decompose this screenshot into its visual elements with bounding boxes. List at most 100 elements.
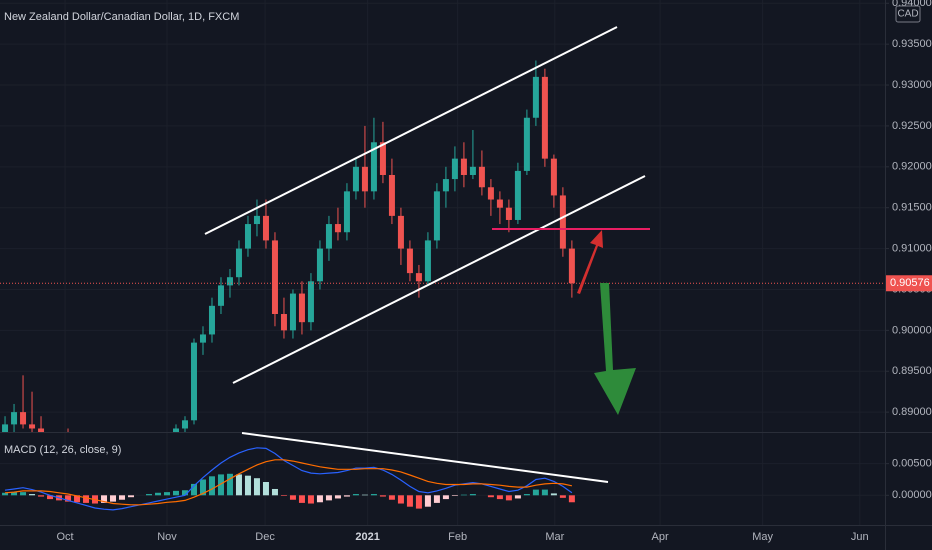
histogram-bar: [361, 494, 368, 496]
histogram-bar: [217, 474, 224, 496]
histogram-bar: [406, 495, 413, 507]
candle-body: [532, 76, 539, 118]
histogram-bar: [469, 494, 476, 496]
histogram-bar: [289, 495, 296, 500]
candle-body: [559, 195, 566, 249]
histogram-bar: [388, 495, 395, 500]
histogram-bar: [2, 492, 9, 496]
candle-body: [343, 191, 350, 233]
histogram-bar: [496, 495, 503, 500]
histogram-bar: [262, 482, 269, 496]
histogram-bar: [11, 492, 18, 496]
x-tick-label: Dec: [255, 531, 275, 543]
x-tick-label: Jun: [851, 531, 869, 543]
last-price-box: [886, 275, 932, 292]
histogram-bar: [172, 490, 179, 496]
x-tick-label: 2021: [355, 531, 379, 543]
histogram-bar: [532, 489, 539, 496]
candle-body: [172, 428, 179, 432]
y-tick-label: 0.92500: [892, 120, 932, 132]
histogram-bar: [110, 495, 117, 502]
histogram-bar: [190, 483, 197, 496]
x-tick-label: Feb: [448, 531, 467, 543]
candle-body: [415, 273, 422, 282]
y-tick-label: 0.91000: [892, 242, 932, 254]
channel-lower: [232, 175, 646, 384]
histogram-bar: [280, 495, 287, 496]
candle-body: [478, 166, 485, 188]
price-pane: [0, 60, 885, 432]
histogram-bar: [541, 489, 548, 496]
histogram-bar: [451, 495, 458, 496]
histogram-bar: [559, 495, 566, 498]
candle-body: [370, 142, 377, 192]
candle-body: [226, 277, 233, 286]
histogram-bar: [20, 492, 27, 496]
y-tick-label: 0.00500: [892, 458, 932, 470]
histogram-bar: [298, 495, 305, 503]
candle-body: [514, 170, 521, 220]
candle-body: [217, 285, 224, 306]
histogram-bar: [370, 494, 377, 496]
histogram-bar: [235, 474, 242, 496]
histogram-bar: [343, 495, 350, 497]
candle-body: [280, 314, 287, 331]
histogram-bar: [208, 476, 215, 496]
y-tick-label: 0.90000: [892, 324, 932, 336]
candle-body: [29, 424, 36, 429]
candle-body: [208, 305, 215, 335]
histogram-bar: [316, 495, 323, 503]
histogram-bar: [379, 495, 386, 497]
histogram-bar: [101, 495, 108, 503]
histogram-bar: [253, 478, 260, 496]
candle-body: [460, 158, 467, 175]
candle-body: [550, 158, 557, 196]
y-tick-label: 0.91500: [892, 202, 932, 214]
candle-body: [289, 293, 296, 331]
histogram-bar: [38, 495, 45, 497]
candle-body: [361, 166, 368, 192]
histogram-bar: [460, 494, 467, 496]
histogram-bar: [74, 495, 81, 503]
histogram-bar: [325, 495, 332, 501]
candle-body: [487, 187, 494, 200]
candle-body: [334, 224, 341, 233]
candle-body: [451, 158, 458, 180]
y-tick-label: 0.00000: [892, 489, 932, 501]
histogram-bar: [145, 494, 152, 496]
x-tick-label: Apr: [651, 531, 668, 543]
candle-body: [523, 117, 530, 171]
y-tick-label: 0.89000: [892, 406, 932, 418]
candle-body: [235, 248, 242, 278]
histogram-bar: [487, 495, 494, 498]
histogram-bar: [226, 473, 233, 496]
candle-body: [262, 215, 269, 241]
candle-body: [541, 76, 548, 159]
x-tick-label: Mar: [545, 531, 564, 543]
channel-upper: [204, 26, 618, 235]
candle-body: [20, 412, 27, 425]
histogram-bar: [397, 495, 404, 504]
histogram-bar: [307, 495, 314, 504]
candle-body: [397, 215, 404, 249]
x-tick-label: May: [752, 531, 773, 543]
y-tick-label: 0.89500: [892, 365, 932, 377]
histogram-bar: [47, 495, 54, 500]
candle-body: [38, 428, 45, 432]
macd-pane: [0, 433, 885, 525]
candle-body: [199, 334, 206, 343]
candle-body: [352, 166, 359, 192]
histogram-bar: [505, 495, 512, 501]
histogram-bar: [334, 495, 341, 499]
x-tick-label: Oct: [56, 531, 73, 543]
chart-title: New Zealand Dollar/Canadian Dollar, 1D, …: [4, 11, 239, 23]
histogram-bar: [523, 494, 530, 496]
y-tick-label: 0.92000: [892, 161, 932, 173]
candle-body: [253, 215, 260, 225]
histogram-bar: [442, 495, 449, 500]
y-tick-label: 0.94000: [892, 0, 932, 9]
histogram-bar: [83, 495, 90, 503]
histogram-bar: [154, 492, 161, 496]
histogram-bar: [65, 495, 72, 502]
